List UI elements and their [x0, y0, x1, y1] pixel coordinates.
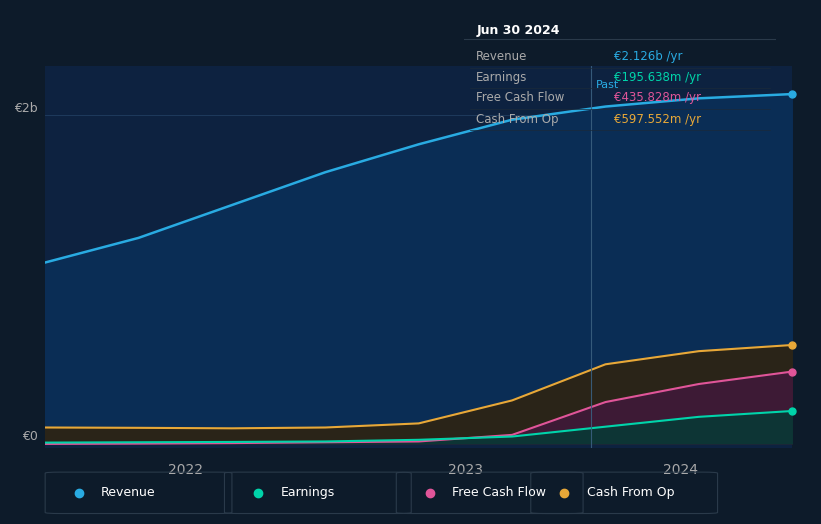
- Text: Jun 30 2024: Jun 30 2024: [476, 24, 560, 37]
- Text: €195.638m /yr: €195.638m /yr: [613, 71, 701, 84]
- Text: 2024: 2024: [663, 463, 698, 477]
- Text: Revenue: Revenue: [476, 50, 528, 63]
- Text: Earnings: Earnings: [476, 71, 528, 84]
- Text: 2022: 2022: [167, 463, 203, 477]
- Text: Earnings: Earnings: [281, 486, 335, 499]
- Text: Free Cash Flow: Free Cash Flow: [452, 486, 546, 499]
- Text: Past: Past: [596, 80, 619, 90]
- Text: 2023: 2023: [448, 463, 483, 477]
- Text: €2.126b /yr: €2.126b /yr: [613, 50, 682, 63]
- Text: Cash From Op: Cash From Op: [587, 486, 674, 499]
- Text: €0: €0: [22, 430, 38, 443]
- Text: Revenue: Revenue: [101, 486, 156, 499]
- Text: €435.828m /yr: €435.828m /yr: [613, 91, 700, 104]
- Text: €597.552m /yr: €597.552m /yr: [613, 113, 701, 126]
- Text: Free Cash Flow: Free Cash Flow: [476, 91, 565, 104]
- Text: Cash From Op: Cash From Op: [476, 113, 559, 126]
- Text: €2b: €2b: [14, 102, 38, 115]
